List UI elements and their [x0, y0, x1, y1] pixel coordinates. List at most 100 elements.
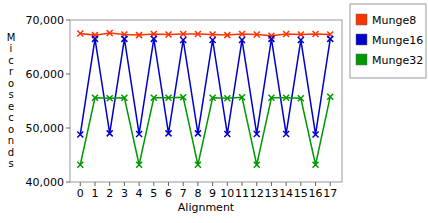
y-tick-label: 40,000 — [26, 176, 65, 189]
y-axis-label-char: c — [8, 112, 14, 123]
x-tick — [153, 182, 154, 186]
point-marker — [298, 37, 304, 43]
y-axis-label-char: n — [8, 135, 14, 146]
y-axis-label: Microseconds — [7, 32, 16, 170]
y-tick-label: 70,000 — [26, 14, 65, 27]
y-tick — [66, 182, 70, 183]
point-marker — [254, 32, 260, 38]
x-tick-label: 2 — [106, 187, 113, 200]
point-marker — [239, 94, 245, 100]
x-tick-label: 13 — [264, 187, 278, 200]
point-marker — [210, 95, 216, 101]
x-tick-label: 12 — [250, 187, 264, 200]
y-tick — [66, 74, 70, 75]
series-group — [77, 30, 333, 168]
point-marker — [283, 31, 289, 37]
x-tick-label: 3 — [121, 187, 128, 200]
x-tick-label: 1 — [91, 187, 98, 200]
y-axis-label-char: o — [8, 78, 14, 89]
y-axis-label-char: d — [8, 147, 14, 158]
point-marker — [298, 32, 304, 38]
y-axis-label-char: o — [8, 124, 14, 135]
x-tick-label: 10 — [220, 187, 234, 200]
point-marker — [180, 37, 186, 43]
x-tick — [94, 182, 95, 186]
x-tick — [286, 182, 287, 186]
chart: 40,00050,00060,00070,0000123456789101112… — [0, 0, 428, 223]
point-marker — [121, 36, 127, 42]
point-marker — [180, 94, 186, 100]
point-marker — [283, 95, 289, 101]
y-tick — [66, 20, 70, 21]
point-marker — [107, 130, 113, 136]
y-axis-label-char: s — [8, 158, 13, 169]
x-tick — [330, 182, 331, 186]
point-marker — [195, 31, 201, 37]
x-tick-label: 0 — [77, 187, 84, 200]
x-tick — [256, 182, 257, 186]
point-marker — [313, 131, 319, 137]
x-tick-label: 11 — [235, 187, 249, 200]
point-marker — [166, 130, 172, 136]
point-marker — [136, 162, 142, 168]
point-marker — [298, 95, 304, 101]
legend-swatch — [356, 34, 367, 45]
point-marker — [166, 95, 172, 101]
point-marker — [92, 95, 98, 101]
x-tick-label: 15 — [294, 187, 308, 200]
point-marker — [224, 95, 230, 101]
x-tick — [242, 182, 243, 186]
plot-frame — [70, 20, 342, 182]
x-tick — [197, 182, 198, 186]
point-marker — [166, 32, 172, 38]
x-tick — [315, 182, 316, 186]
legend-label: Munge16 — [372, 34, 423, 47]
point-marker — [268, 36, 274, 42]
y-tick-label: 60,000 — [26, 68, 65, 81]
x-tick — [183, 182, 184, 186]
y-tick-label: 50,000 — [26, 122, 65, 135]
x-tick — [271, 182, 272, 186]
legend-label: Munge32 — [372, 54, 423, 67]
legend-swatch — [356, 14, 367, 25]
point-marker — [121, 95, 127, 101]
point-marker — [224, 32, 230, 38]
point-marker — [151, 36, 157, 42]
y-axis-label-char: e — [8, 101, 14, 112]
point-marker — [77, 131, 83, 137]
legend-box — [350, 4, 426, 78]
x-tick — [109, 182, 110, 186]
x-tick — [168, 182, 169, 186]
x-tick — [80, 182, 81, 186]
x-tick-label: 6 — [165, 187, 172, 200]
point-marker — [77, 31, 83, 37]
x-tick-label: 14 — [279, 187, 293, 200]
x-tick-label: 17 — [323, 187, 337, 200]
x-tick — [212, 182, 213, 186]
point-marker — [210, 37, 216, 43]
y-axis-label-char: M — [7, 32, 16, 43]
point-marker — [195, 130, 201, 136]
series-line — [80, 97, 330, 165]
point-marker — [239, 31, 245, 37]
y-axis-label-char: s — [8, 89, 13, 100]
x-tick — [300, 182, 301, 186]
point-marker — [107, 30, 113, 36]
point-marker — [313, 162, 319, 168]
point-marker — [254, 131, 260, 137]
x-tick — [139, 182, 140, 186]
background — [0, 0, 428, 223]
point-marker — [224, 131, 230, 137]
x-tick-label: 5 — [150, 187, 157, 200]
series-line — [80, 33, 330, 36]
point-marker — [313, 31, 319, 37]
point-marker — [151, 95, 157, 101]
x-tick-label: 9 — [209, 187, 216, 200]
point-marker — [136, 32, 142, 38]
point-marker — [180, 31, 186, 37]
y-axis-label-char: r — [9, 66, 14, 77]
y-axis-label-char: c — [8, 55, 14, 66]
point-marker — [136, 131, 142, 137]
point-marker — [239, 37, 245, 43]
legend-swatch — [356, 54, 367, 65]
